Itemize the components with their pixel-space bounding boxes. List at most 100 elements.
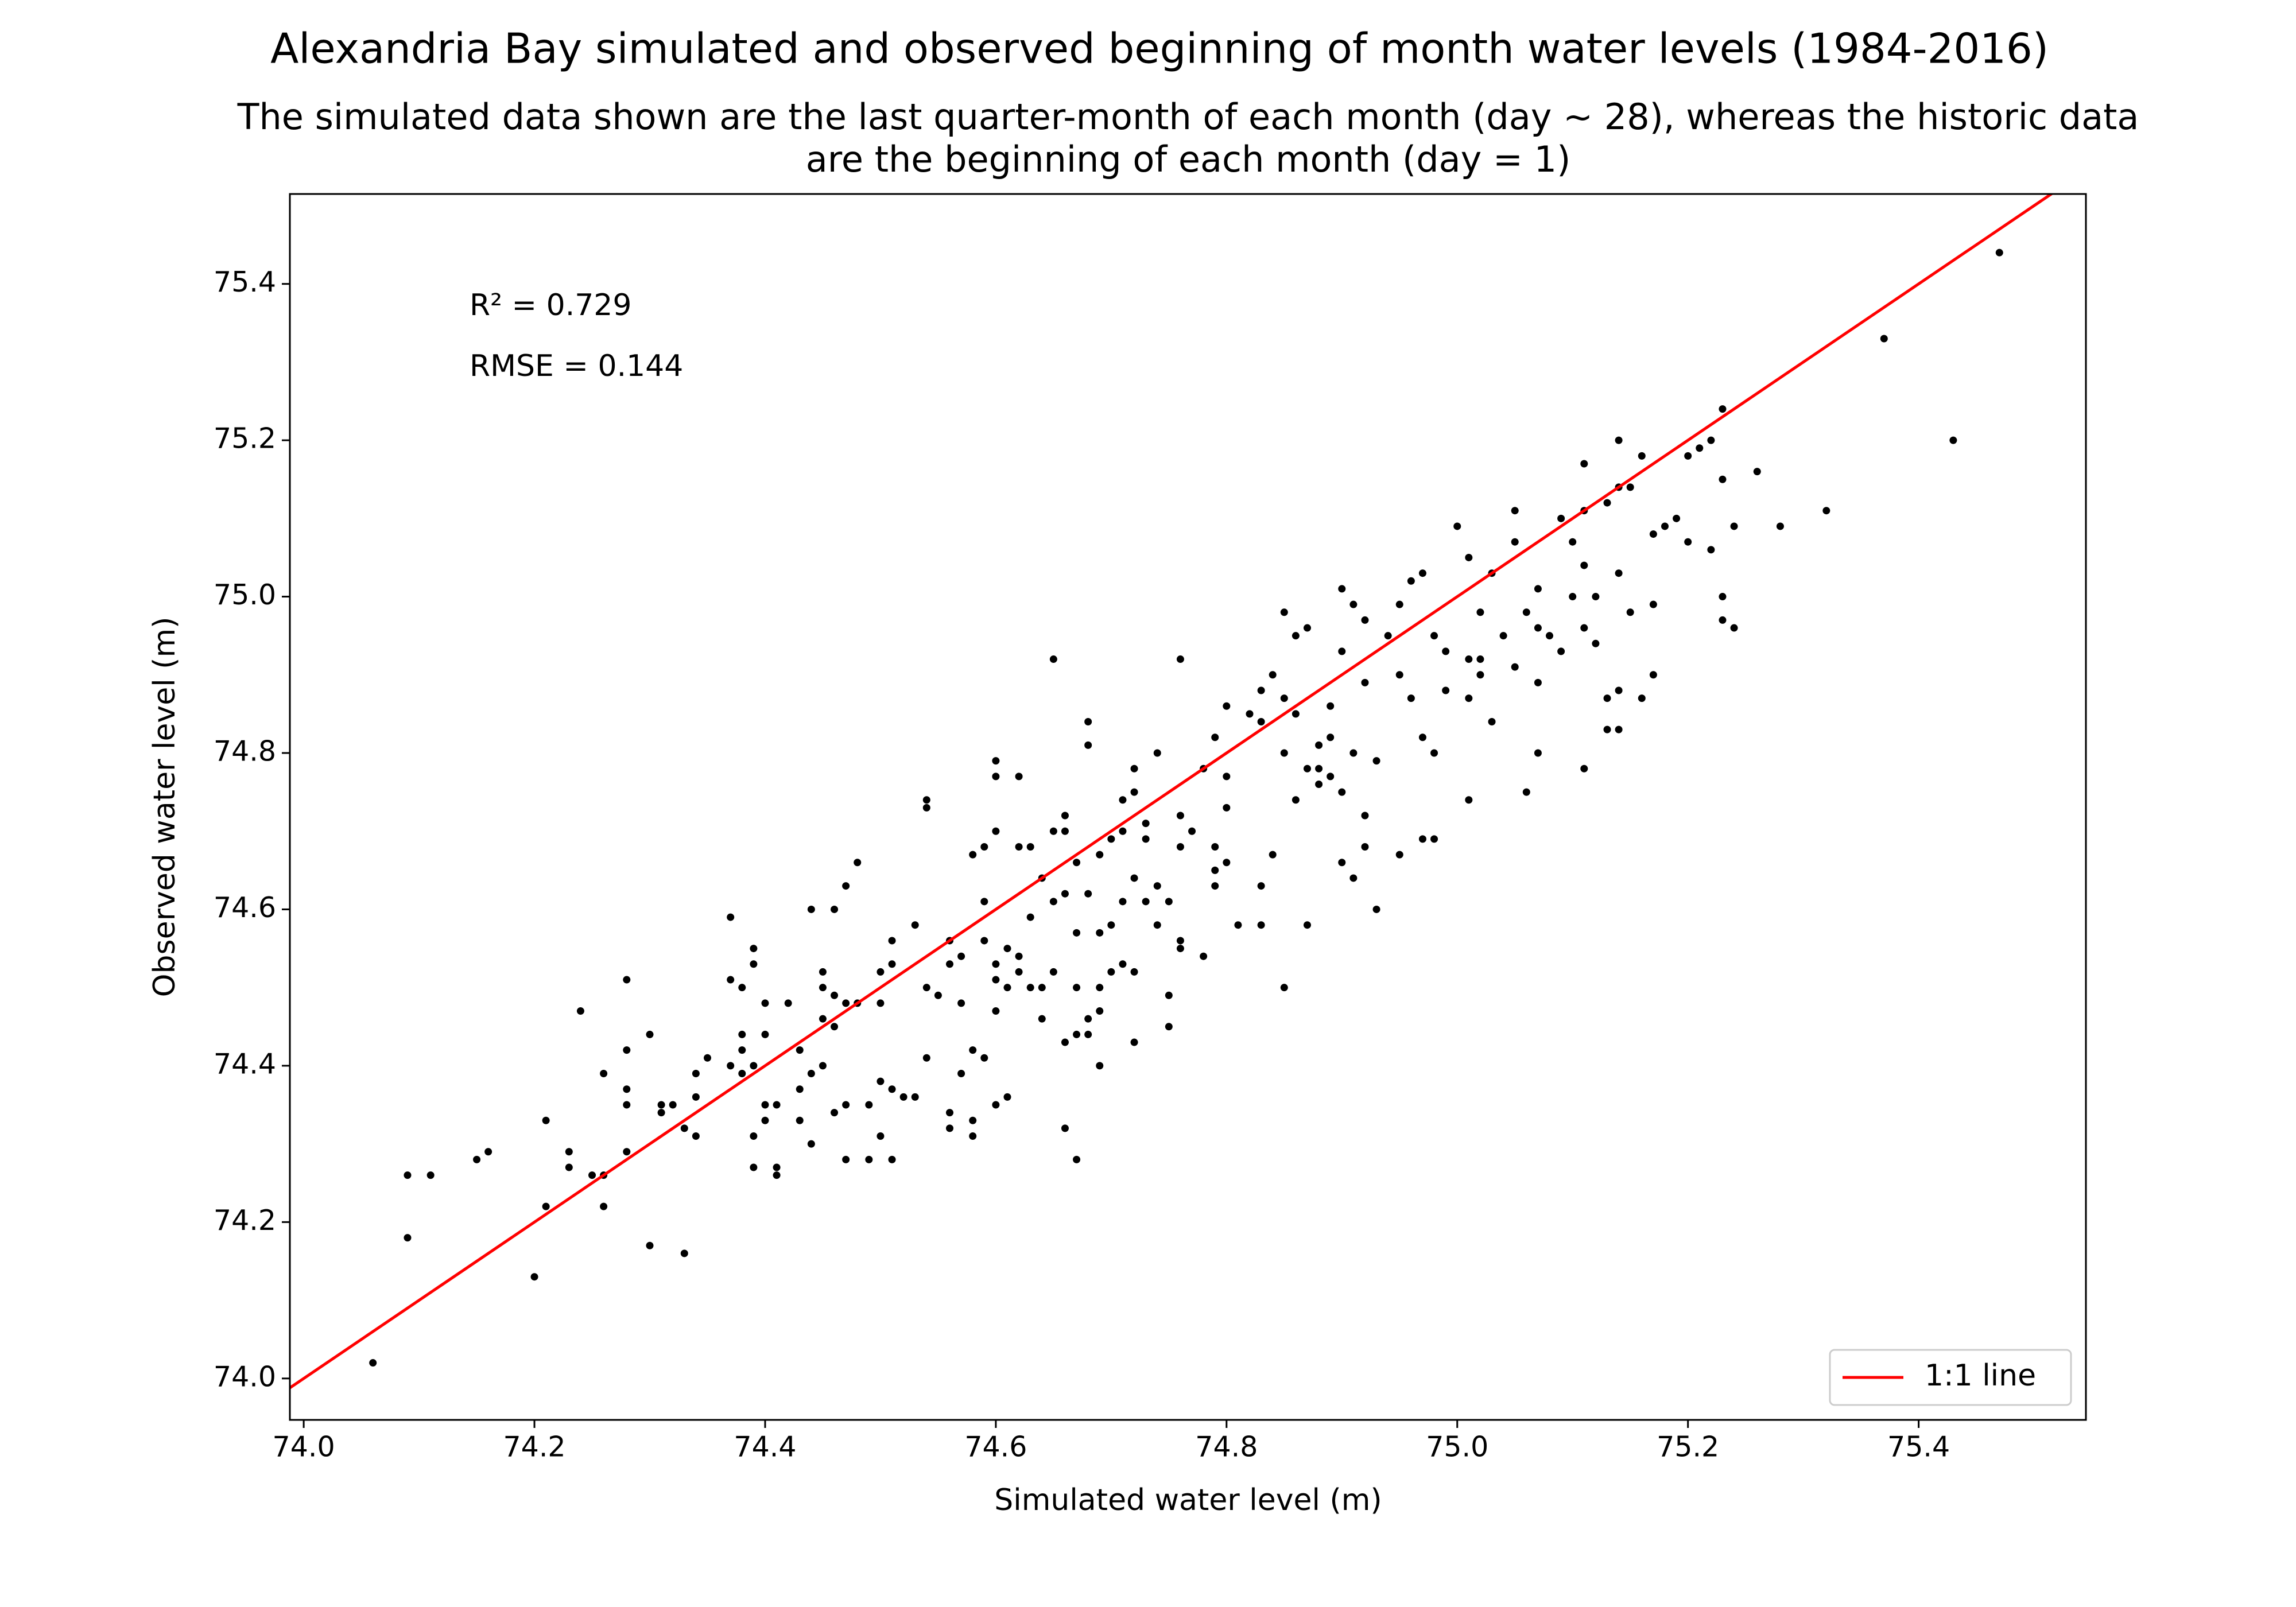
data-point bbox=[842, 1155, 850, 1163]
data-point bbox=[1049, 968, 1057, 976]
data-point bbox=[1338, 788, 1346, 796]
data-point bbox=[1638, 694, 1646, 702]
data-point bbox=[1327, 773, 1335, 781]
data-point bbox=[565, 1148, 573, 1156]
data-point bbox=[1592, 639, 1600, 647]
data-point bbox=[1753, 468, 1761, 476]
data-point bbox=[1292, 710, 1300, 718]
y-axis-label: Observed water level (m) bbox=[148, 617, 182, 997]
data-point bbox=[1096, 1062, 1104, 1070]
data-point bbox=[1107, 968, 1115, 976]
data-point bbox=[1649, 671, 1657, 679]
data-point bbox=[842, 882, 850, 890]
data-point bbox=[680, 1124, 688, 1132]
data-point bbox=[1280, 694, 1288, 702]
data-point bbox=[1696, 444, 1704, 452]
data-point bbox=[1592, 593, 1600, 601]
data-point bbox=[1119, 960, 1127, 968]
data-point bbox=[1142, 820, 1150, 828]
y-tick-label: 75.0 bbox=[214, 579, 276, 611]
data-point bbox=[773, 1163, 781, 1171]
data-point bbox=[1465, 694, 1473, 702]
data-point bbox=[1430, 835, 1438, 843]
legend-label: 1:1 line bbox=[1925, 1358, 2036, 1393]
data-point bbox=[750, 1132, 758, 1140]
data-point bbox=[1015, 843, 1023, 851]
data-point bbox=[1349, 600, 1358, 608]
data-point bbox=[1372, 905, 1380, 913]
data-point bbox=[1430, 749, 1438, 757]
data-point bbox=[1338, 585, 1346, 593]
data-point bbox=[1361, 843, 1369, 851]
x-tick-label: 75.4 bbox=[1887, 1431, 1950, 1464]
data-point bbox=[946, 1124, 954, 1132]
data-point bbox=[1361, 616, 1369, 624]
data-point bbox=[1234, 921, 1242, 929]
data-point bbox=[542, 1202, 550, 1210]
data-point bbox=[1580, 561, 1588, 569]
data-point bbox=[1580, 460, 1588, 468]
data-point bbox=[680, 1249, 688, 1257]
data-point bbox=[623, 1148, 631, 1156]
data-point bbox=[1049, 655, 1057, 663]
data-point bbox=[1407, 694, 1415, 702]
data-point bbox=[1269, 671, 1277, 679]
data-point bbox=[1522, 608, 1530, 616]
data-point bbox=[1418, 569, 1426, 577]
data-point bbox=[922, 796, 930, 804]
data-point bbox=[576, 1007, 584, 1015]
data-point bbox=[600, 1070, 608, 1078]
data-point bbox=[1280, 984, 1288, 992]
data-point bbox=[831, 1023, 839, 1031]
data-point bbox=[807, 1070, 815, 1078]
data-point bbox=[1073, 1155, 1081, 1163]
data-point bbox=[1661, 522, 1669, 530]
x-tick-label: 75.2 bbox=[1657, 1431, 1719, 1464]
data-point bbox=[1546, 632, 1554, 640]
data-point bbox=[957, 1070, 965, 1078]
data-point bbox=[761, 1116, 769, 1124]
y-tick-label: 75.4 bbox=[214, 266, 276, 298]
data-point bbox=[1603, 499, 1611, 507]
data-point bbox=[1003, 945, 1011, 953]
data-point bbox=[911, 921, 919, 929]
data-point bbox=[1730, 522, 1738, 530]
data-point bbox=[1084, 890, 1092, 898]
data-point bbox=[1384, 632, 1392, 640]
data-point bbox=[1107, 921, 1115, 929]
data-point bbox=[1084, 1030, 1092, 1038]
data-point bbox=[1038, 984, 1046, 992]
data-point bbox=[1257, 882, 1265, 890]
data-point bbox=[980, 843, 988, 851]
data-point bbox=[1246, 710, 1254, 718]
data-point bbox=[854, 859, 862, 867]
data-point bbox=[1153, 749, 1161, 757]
data-point bbox=[1534, 585, 1542, 593]
data-point bbox=[761, 999, 769, 1007]
x-tick-label: 74.8 bbox=[1195, 1431, 1258, 1464]
data-point bbox=[876, 968, 885, 976]
data-point bbox=[1338, 647, 1346, 655]
data-point bbox=[1615, 686, 1623, 694]
data-point bbox=[530, 1273, 538, 1281]
data-point bbox=[911, 1093, 919, 1101]
data-point bbox=[1557, 647, 1565, 655]
data-point bbox=[888, 1085, 896, 1093]
data-point bbox=[1776, 522, 1784, 530]
data-point bbox=[1361, 678, 1369, 686]
x-tick-label: 75.0 bbox=[1426, 1431, 1488, 1464]
data-point bbox=[1130, 1038, 1138, 1046]
chart-title: Alexandria Bay simulated and observed be… bbox=[270, 25, 2049, 73]
data-point bbox=[1223, 804, 1231, 812]
data-point bbox=[1822, 507, 1830, 515]
data-point bbox=[1211, 733, 1219, 742]
data-point bbox=[796, 1116, 804, 1124]
data-point bbox=[1130, 788, 1138, 796]
x-axis-label: Simulated water level (m) bbox=[994, 1483, 1382, 1517]
data-point bbox=[738, 1046, 746, 1054]
data-point bbox=[1511, 538, 1519, 546]
data-point bbox=[1338, 859, 1346, 867]
data-point bbox=[657, 1101, 665, 1109]
data-point bbox=[1395, 851, 1403, 859]
data-point bbox=[750, 1062, 758, 1070]
